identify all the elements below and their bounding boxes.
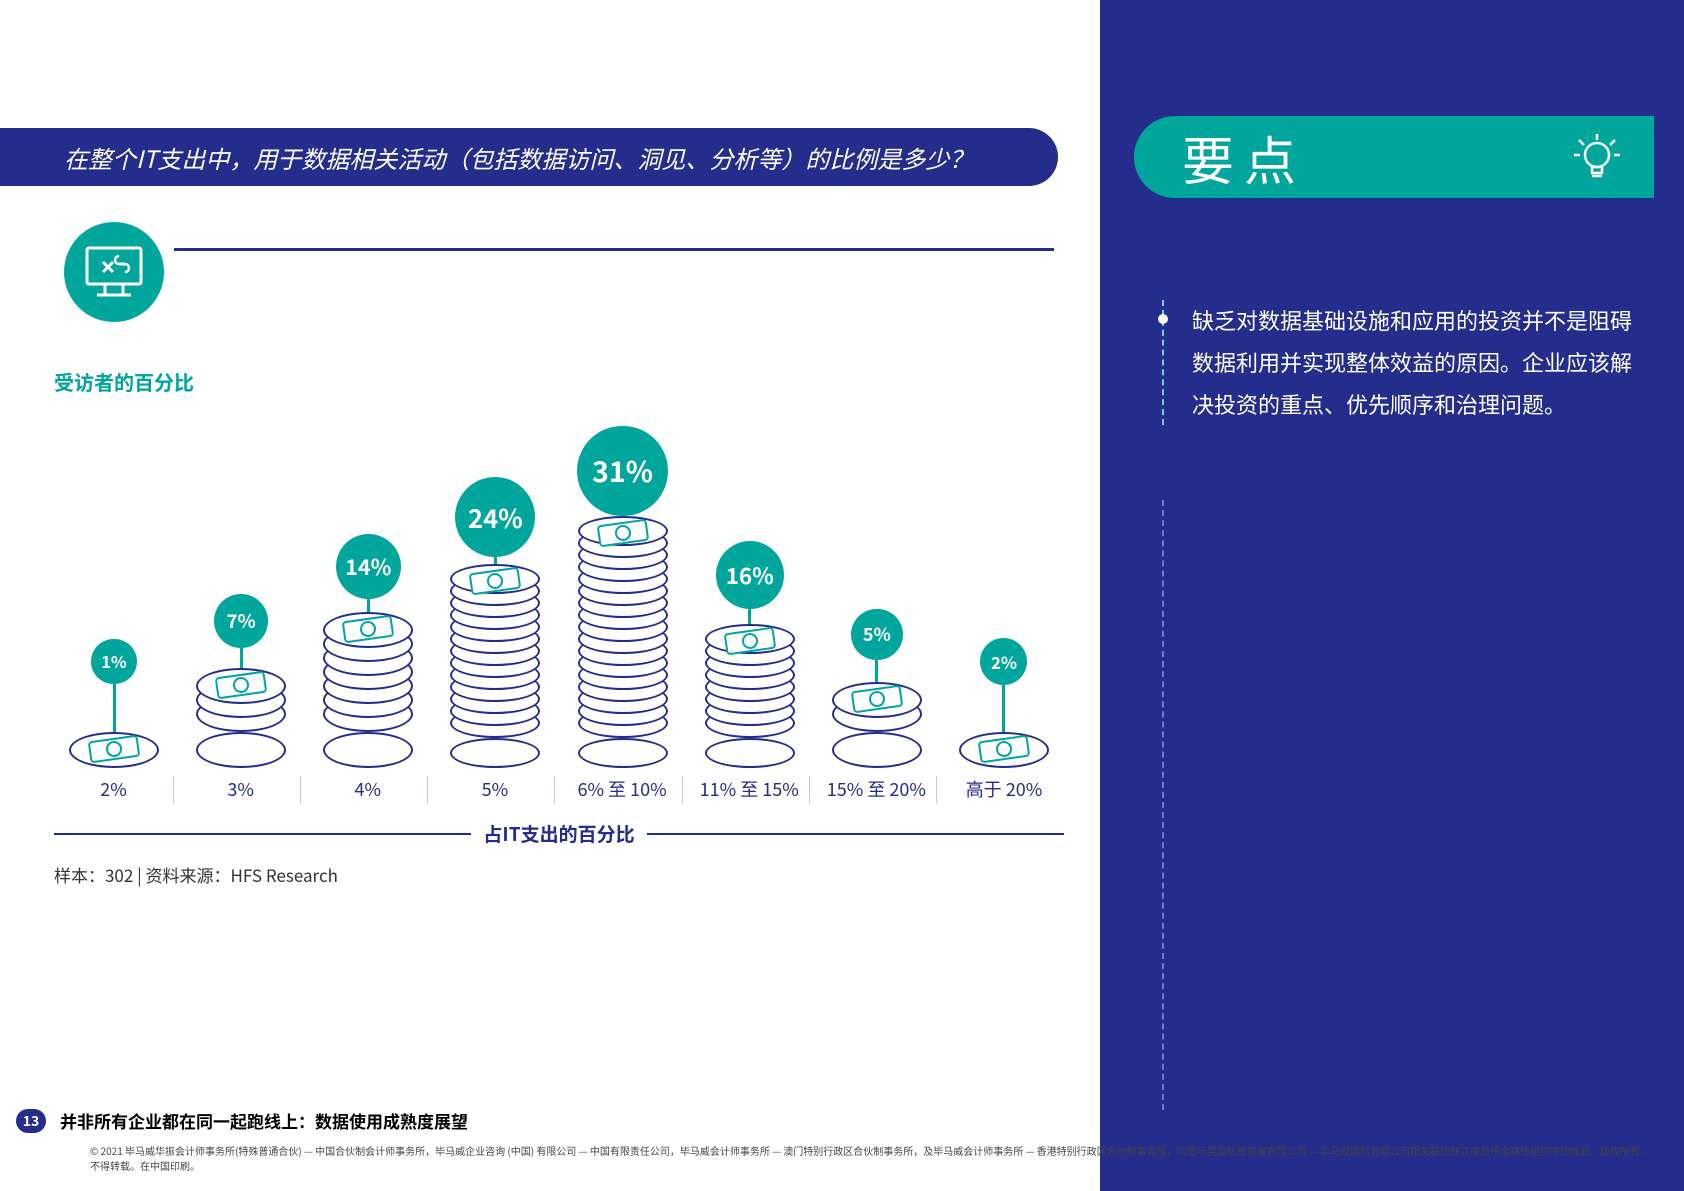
- question-bar: 在整个IT支出中，用于数据相关活动（包括数据访问、洞见、分析等）的比例是多少？: [0, 128, 1058, 186]
- monitor-tools-icon: [64, 222, 164, 322]
- bar-column: 5%: [817, 609, 937, 769]
- source-line: 样本：302 | 资料来源：HFS Research: [54, 862, 338, 887]
- key-points-title: 要点: [1182, 120, 1306, 195]
- value-bubble: 5%: [851, 609, 903, 661]
- key-points-body: 缺乏对数据基础设施和应用的投资并不是阻碍数据利用并实现整体效益的原因。企业应该解…: [1162, 300, 1642, 449]
- bubble-connector: [113, 684, 116, 732]
- coin-stack: [705, 642, 795, 768]
- value-bubble: 2%: [980, 638, 1027, 685]
- bar-column: 31%: [563, 426, 683, 769]
- category-label: 6% 至 10%: [563, 776, 683, 804]
- x-axis: 占IT支出的百分比: [54, 820, 1064, 847]
- bar-column: 1%: [54, 639, 174, 769]
- coin-stack: [323, 634, 413, 768]
- bar-row: 1% 7% 14% 24% 31% 16% 5% 2%: [54, 338, 1064, 768]
- value-bubble: 14%: [336, 534, 401, 599]
- copyright-text: © 2021 毕马威华振会计师事务所(特殊普通合伙) — 中国合伙制会计师事务所…: [16, 1143, 1656, 1173]
- chart-top-rule: [174, 248, 1054, 251]
- main-panel: 在整个IT支出中，用于数据相关活动（包括数据访问、洞见、分析等）的比例是多少？ …: [0, 0, 1100, 1191]
- x-axis-rule-left: [54, 833, 471, 835]
- category-label: 3%: [181, 776, 301, 804]
- document-title: 并非所有企业都在同一起跑线上：数据使用成熟度展望: [60, 1108, 468, 1133]
- category-label: 11% 至 15%: [690, 776, 810, 804]
- key-points-sidebar: 要点 缺乏对数据基础设施和应用的投资并不是阻碍数据利用并实现整体效益的原因。企业…: [1100, 0, 1684, 1191]
- coin-stack: [450, 582, 540, 768]
- coin-stack: [69, 732, 159, 768]
- category-label: 高于 20%: [944, 776, 1064, 804]
- category-label: 15% 至 20%: [817, 776, 937, 804]
- page-number: 13: [16, 1109, 46, 1133]
- key-points-header: 要点: [1134, 116, 1654, 198]
- value-bubble: 24%: [455, 477, 535, 557]
- bar-chart: 受访者的百分比 1%7%14%24%31%16%5%2% 2%3%4%5%6% …: [54, 222, 1064, 812]
- bar-column: 2%: [944, 638, 1064, 768]
- value-bubble: 16%: [716, 541, 784, 609]
- category-row: 2%3%4%5% 6% 至 10%11% 至 15%15% 至 20%高于 20%: [54, 776, 1064, 804]
- bar-column: 24%: [435, 477, 555, 768]
- category-label: 4%: [308, 776, 428, 804]
- category-label: 5%: [435, 776, 555, 804]
- bubble-connector: [1002, 685, 1005, 732]
- bar-column: 14%: [308, 534, 428, 768]
- question-text: 在整个IT支出中，用于数据相关活动（包括数据访问、洞见、分析等）的比例是多少？: [64, 140, 973, 175]
- chart-icon-badge: [64, 222, 164, 322]
- dashed-line-extension: [1162, 500, 1164, 1110]
- coin-stack: [832, 704, 922, 768]
- coin-stack: [959, 732, 1049, 768]
- page-footer: 13 并非所有企业都在同一起跑线上：数据使用成熟度展望 © 2021 毕马威华振…: [16, 1108, 1656, 1173]
- key-point-item: 缺乏对数据基础设施和应用的投资并不是阻碍数据利用并实现整体效益的原因。企业应该解…: [1192, 300, 1642, 425]
- coin-stack: [196, 690, 286, 768]
- x-axis-rule-right: [647, 833, 1064, 835]
- coin-stack: [578, 534, 668, 768]
- bar-column: 16%: [690, 541, 810, 768]
- value-bubble: 1%: [91, 639, 137, 685]
- value-bubble: 7%: [214, 594, 269, 649]
- lightbulb-icon: [1570, 130, 1624, 184]
- category-label: 2%: [54, 776, 174, 804]
- bar-column: 7%: [181, 594, 301, 769]
- x-axis-label: 占IT支出的百分比: [483, 820, 634, 847]
- value-bubble: 31%: [577, 426, 668, 517]
